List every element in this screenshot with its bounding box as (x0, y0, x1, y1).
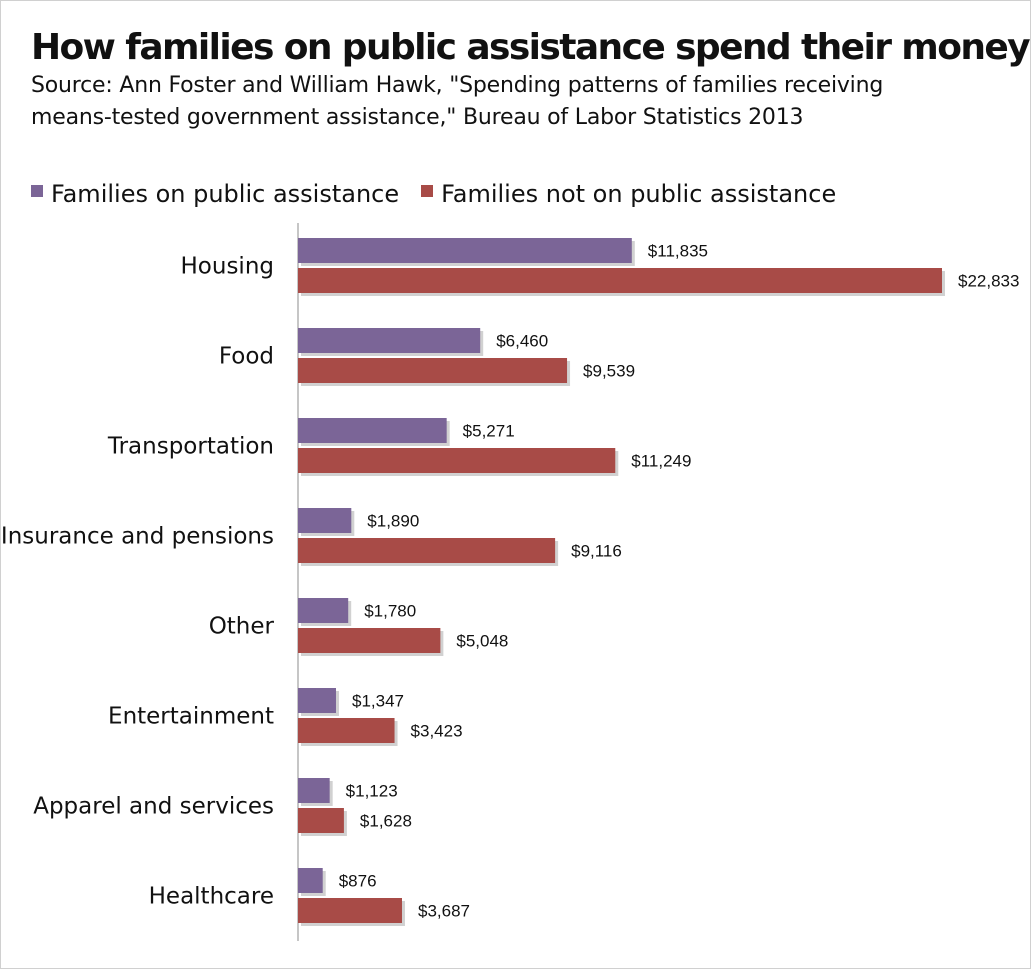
legend-swatch-public-assistance (31, 185, 43, 197)
value-label-public-assistance-food: $6,460 (496, 332, 548, 351)
value-label-not-public-assistance-insurance-and-pensions: $9,116 (571, 542, 622, 561)
category-label-other: Other (209, 614, 275, 640)
chart-subtitle-line-2: means-tested government assistance," Bur… (31, 105, 804, 130)
value-label-public-assistance-housing: $11,835 (648, 242, 708, 261)
value-label-public-assistance-healthcare: $876 (339, 872, 377, 891)
chart-subtitle-line-1: Source: Ann Foster and William Hawk, "Sp… (31, 73, 884, 98)
legend-label-not-public-assistance: Families not on public assistance (441, 180, 837, 208)
bar-not-public-assistance-healthcare (298, 898, 402, 923)
value-label-public-assistance-apparel-and-services: $1,123 (346, 782, 398, 801)
bar-not-public-assistance-housing (298, 268, 942, 293)
value-label-not-public-assistance-housing: $22,833 (958, 272, 1019, 291)
legend-swatch-not-public-assistance (421, 185, 434, 197)
bar-public-assistance-housing (298, 238, 632, 263)
value-label-not-public-assistance-transportation: $11,249 (631, 452, 691, 471)
category-label-housing: Housing (181, 254, 275, 280)
bar-not-public-assistance-insurance-and-pensions (298, 538, 556, 563)
bar-public-assistance-apparel-and-services (298, 778, 330, 803)
bar-not-public-assistance-transportation (298, 448, 616, 473)
bar-not-public-assistance-entertainment (298, 718, 395, 743)
bar-public-assistance-transportation (298, 418, 447, 443)
bar-public-assistance-healthcare (298, 868, 323, 893)
bar-not-public-assistance-food (298, 358, 568, 383)
category-label-apparel-and-services: Apparel and services (33, 794, 274, 820)
value-label-not-public-assistance-entertainment: $3,423 (411, 722, 463, 741)
value-label-not-public-assistance-apparel-and-services: $1,628 (360, 812, 412, 831)
value-label-not-public-assistance-other: $5,048 (456, 632, 508, 651)
category-label-food: Food (219, 344, 274, 370)
bar-not-public-assistance-other (298, 628, 441, 653)
value-label-public-assistance-entertainment: $1,347 (352, 692, 404, 711)
value-label-public-assistance-other: $1,780 (364, 602, 416, 621)
bar-public-assistance-other (298, 598, 349, 623)
value-label-not-public-assistance-food: $9,539 (583, 362, 635, 381)
value-label-public-assistance-transportation: $5,271 (463, 422, 515, 441)
value-label-not-public-assistance-healthcare: $3,687 (418, 902, 470, 921)
bar-not-public-assistance-apparel-and-services (298, 808, 344, 833)
legend: Families on public assistance Families n… (31, 177, 858, 211)
bar-public-assistance-entertainment (298, 688, 336, 713)
category-label-healthcare: Healthcare (149, 884, 274, 910)
value-label-public-assistance-insurance-and-pensions: $1,890 (367, 512, 419, 531)
bar-public-assistance-food (298, 328, 481, 353)
legend-item-public-assistance: Families on public assistance (31, 180, 399, 208)
category-label-transportation: Transportation (107, 434, 274, 460)
legend-item-not-public-assistance: Families not on public assistance (421, 180, 836, 208)
category-label-entertainment: Entertainment (108, 704, 274, 730)
legend-label-public-assistance: Families on public assistance (51, 180, 400, 208)
chart-title: How families on public assistance spend … (31, 27, 1031, 68)
category-label-insurance-and-pensions: Insurance and pensions (1, 524, 274, 550)
bar-public-assistance-insurance-and-pensions (298, 508, 352, 533)
